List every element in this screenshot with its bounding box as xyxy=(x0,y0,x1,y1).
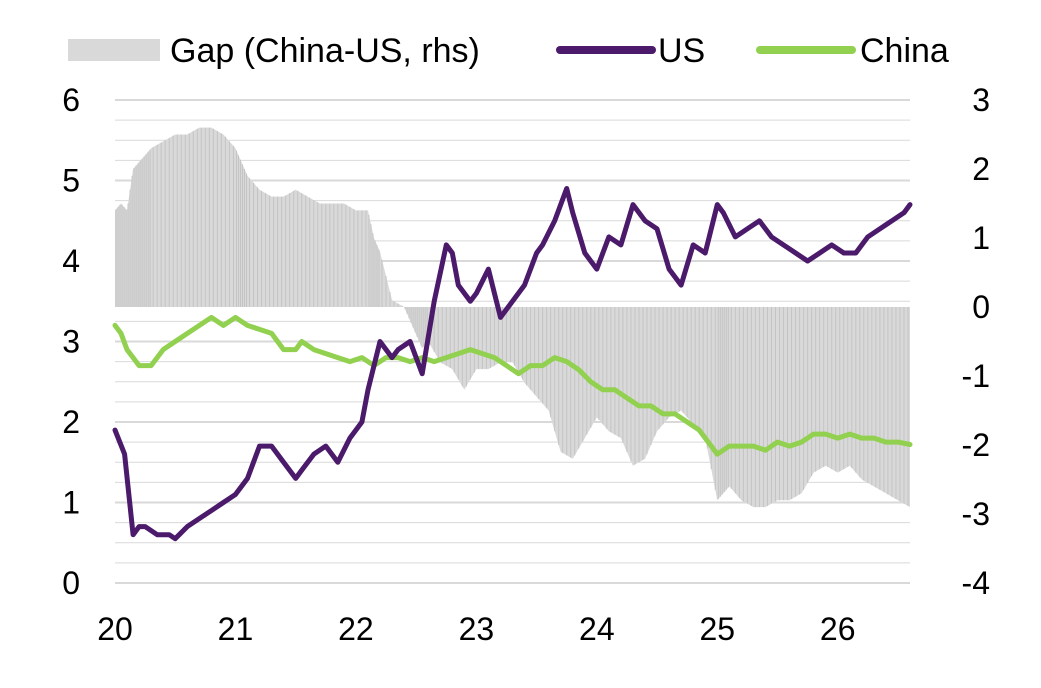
right-tick-label: 3 xyxy=(972,82,990,118)
left-tick-label: 3 xyxy=(62,324,80,360)
right-tick-label: -2 xyxy=(962,427,990,463)
legend: Gap (China-US, rhs) US China xyxy=(68,32,949,70)
gap-area-series xyxy=(115,127,910,508)
left-tick-label: 1 xyxy=(62,485,80,521)
legend-label-china: China xyxy=(860,32,949,70)
right-tick-label: -3 xyxy=(962,496,990,532)
x-tick-label: 26 xyxy=(820,611,856,647)
left-tick-label: 2 xyxy=(62,404,80,440)
x-tick-label: 24 xyxy=(579,611,615,647)
x-tick-label: 20 xyxy=(97,611,133,647)
legend-swatch-gap xyxy=(68,39,160,61)
left-tick-label: 0 xyxy=(62,565,80,601)
right-tick-label: -1 xyxy=(962,358,990,394)
series-line-us xyxy=(112,186,913,542)
x-tick-label: 23 xyxy=(459,611,495,647)
x-tick-label: 22 xyxy=(338,611,374,647)
x-tick-label: 21 xyxy=(218,611,254,647)
legend-label-gap: Gap (China-US, rhs) xyxy=(170,32,480,70)
left-tick-label: 5 xyxy=(62,163,80,199)
x-tick-label: 25 xyxy=(699,611,735,647)
left-tick-label: 4 xyxy=(62,243,80,279)
right-tick-label: -4 xyxy=(962,565,990,601)
right-axis-ticks: -4 -3 -2 -1 0 1 2 3 xyxy=(962,82,990,601)
x-axis-ticks: 20 21 22 23 24 25 26 xyxy=(97,611,855,647)
series-line-china xyxy=(112,314,913,457)
line-series xyxy=(112,186,913,542)
left-axis-ticks: 0 1 2 3 4 5 6 xyxy=(62,82,80,601)
right-tick-label: 2 xyxy=(972,151,990,187)
right-tick-label: 0 xyxy=(972,289,990,325)
legend-label-us: US xyxy=(658,32,705,70)
left-tick-label: 6 xyxy=(62,82,80,118)
right-tick-label: 1 xyxy=(972,220,990,256)
